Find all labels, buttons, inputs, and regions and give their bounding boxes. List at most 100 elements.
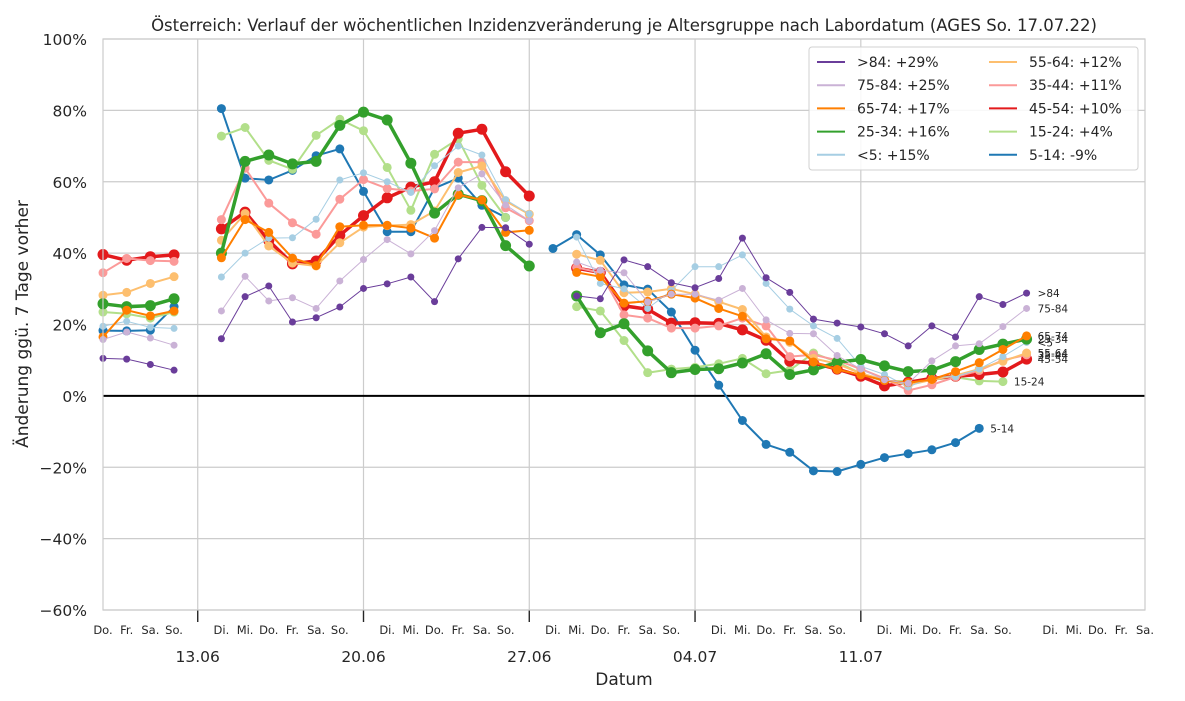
- data-point: [264, 227, 274, 237]
- data-point: [241, 272, 249, 280]
- data-point: [691, 290, 699, 298]
- data-point: [714, 303, 724, 313]
- data-point: [808, 357, 818, 367]
- data-point: [335, 144, 345, 154]
- series-end-label: 75-84: [1038, 303, 1069, 315]
- data-point: [644, 304, 652, 312]
- data-point: [999, 353, 1007, 361]
- day-label: Sa.: [804, 623, 822, 637]
- data-point: [215, 223, 227, 235]
- data-point: [760, 348, 772, 360]
- data-point: [951, 367, 961, 377]
- day-label: Do.: [259, 623, 278, 637]
- data-point: [573, 292, 581, 300]
- week-label: 27.06: [507, 648, 551, 666]
- data-point: [999, 323, 1007, 331]
- data-point: [620, 269, 628, 277]
- day-label: Do.: [591, 623, 610, 637]
- data-point: [926, 364, 938, 376]
- data-point: [359, 126, 368, 136]
- data-point: [856, 370, 866, 380]
- y-tick-label: 80%: [53, 102, 87, 120]
- data-point: [358, 210, 369, 222]
- data-point: [620, 285, 628, 293]
- series-end-label: 15-24: [1014, 377, 1045, 389]
- data-point: [169, 306, 179, 316]
- data-point: [335, 222, 345, 232]
- legend-item: 45-54: +10%: [989, 101, 1122, 117]
- day-label: Di.: [877, 623, 893, 637]
- data-point: [809, 322, 817, 330]
- data-point: [241, 293, 249, 301]
- data-point: [359, 175, 368, 185]
- data-point: [691, 284, 699, 292]
- series-75-84: [99, 170, 1031, 387]
- data-point: [689, 363, 701, 375]
- data-point: [620, 256, 628, 264]
- data-point: [1022, 348, 1032, 358]
- day-label: Mi.: [900, 623, 917, 637]
- data-point: [382, 220, 392, 230]
- data-point: [454, 255, 462, 263]
- day-label: Mi.: [734, 623, 751, 637]
- data-point: [123, 328, 131, 336]
- data-point: [1023, 304, 1031, 312]
- data-point: [336, 176, 344, 184]
- data-point: [453, 190, 463, 200]
- series-line: [102, 165, 1027, 387]
- legend: >84: +29% 75-84: +25% 65-74: +17% 25-34: +1…: [808, 46, 1139, 171]
- data-point: [286, 158, 298, 170]
- data-point: [477, 180, 487, 190]
- data-point: [809, 330, 817, 338]
- data-point: [881, 330, 888, 338]
- day-label: Mi.: [1066, 623, 1083, 637]
- day-label: Di.: [214, 623, 230, 637]
- data-point: [715, 274, 723, 282]
- data-point: [881, 370, 888, 378]
- data-point: [761, 321, 771, 331]
- data-point: [713, 363, 725, 375]
- data-point: [502, 201, 510, 209]
- data-point: [833, 319, 841, 327]
- data-point: [312, 215, 320, 223]
- data-point: [146, 323, 154, 331]
- day-label: Do.: [1088, 623, 1107, 637]
- data-point: [524, 225, 534, 235]
- data-point: [643, 313, 653, 323]
- data-point: [619, 298, 629, 308]
- series-end-label: 65-74: [1038, 331, 1069, 343]
- data-point: [715, 263, 723, 271]
- data-point: [904, 342, 912, 350]
- data-point: [786, 288, 794, 296]
- data-point: [548, 243, 558, 253]
- day-label: Sa.: [639, 623, 657, 637]
- data-point: [952, 342, 960, 350]
- data-point: [264, 241, 274, 251]
- data-point: [430, 184, 440, 194]
- series-line: [102, 193, 1028, 384]
- legend-label: 75-84: +25%: [857, 78, 950, 94]
- data-point: [997, 366, 1009, 378]
- day-label: Mi.: [402, 623, 419, 637]
- data-point: [265, 297, 273, 305]
- data-point: [122, 253, 132, 263]
- data-point: [239, 155, 251, 167]
- data-point: [975, 340, 983, 348]
- day-label: So.: [662, 623, 680, 637]
- day-label: Do.: [93, 623, 112, 637]
- data-point: [217, 335, 225, 343]
- data-point: [312, 314, 320, 322]
- data-point: [144, 300, 156, 312]
- data-point: [502, 196, 510, 204]
- data-point: [715, 296, 723, 304]
- data-point: [880, 453, 889, 463]
- legend-item: 75-84: +25%: [817, 78, 950, 94]
- data-point: [334, 119, 346, 131]
- data-point: [381, 192, 393, 204]
- legend-item: 25-34: +16%: [817, 125, 950, 141]
- data-point: [998, 344, 1008, 354]
- data-point: [310, 155, 322, 167]
- series-end-label: 35-44: [1038, 350, 1069, 362]
- data-point: [169, 256, 179, 266]
- data-point: [454, 142, 462, 150]
